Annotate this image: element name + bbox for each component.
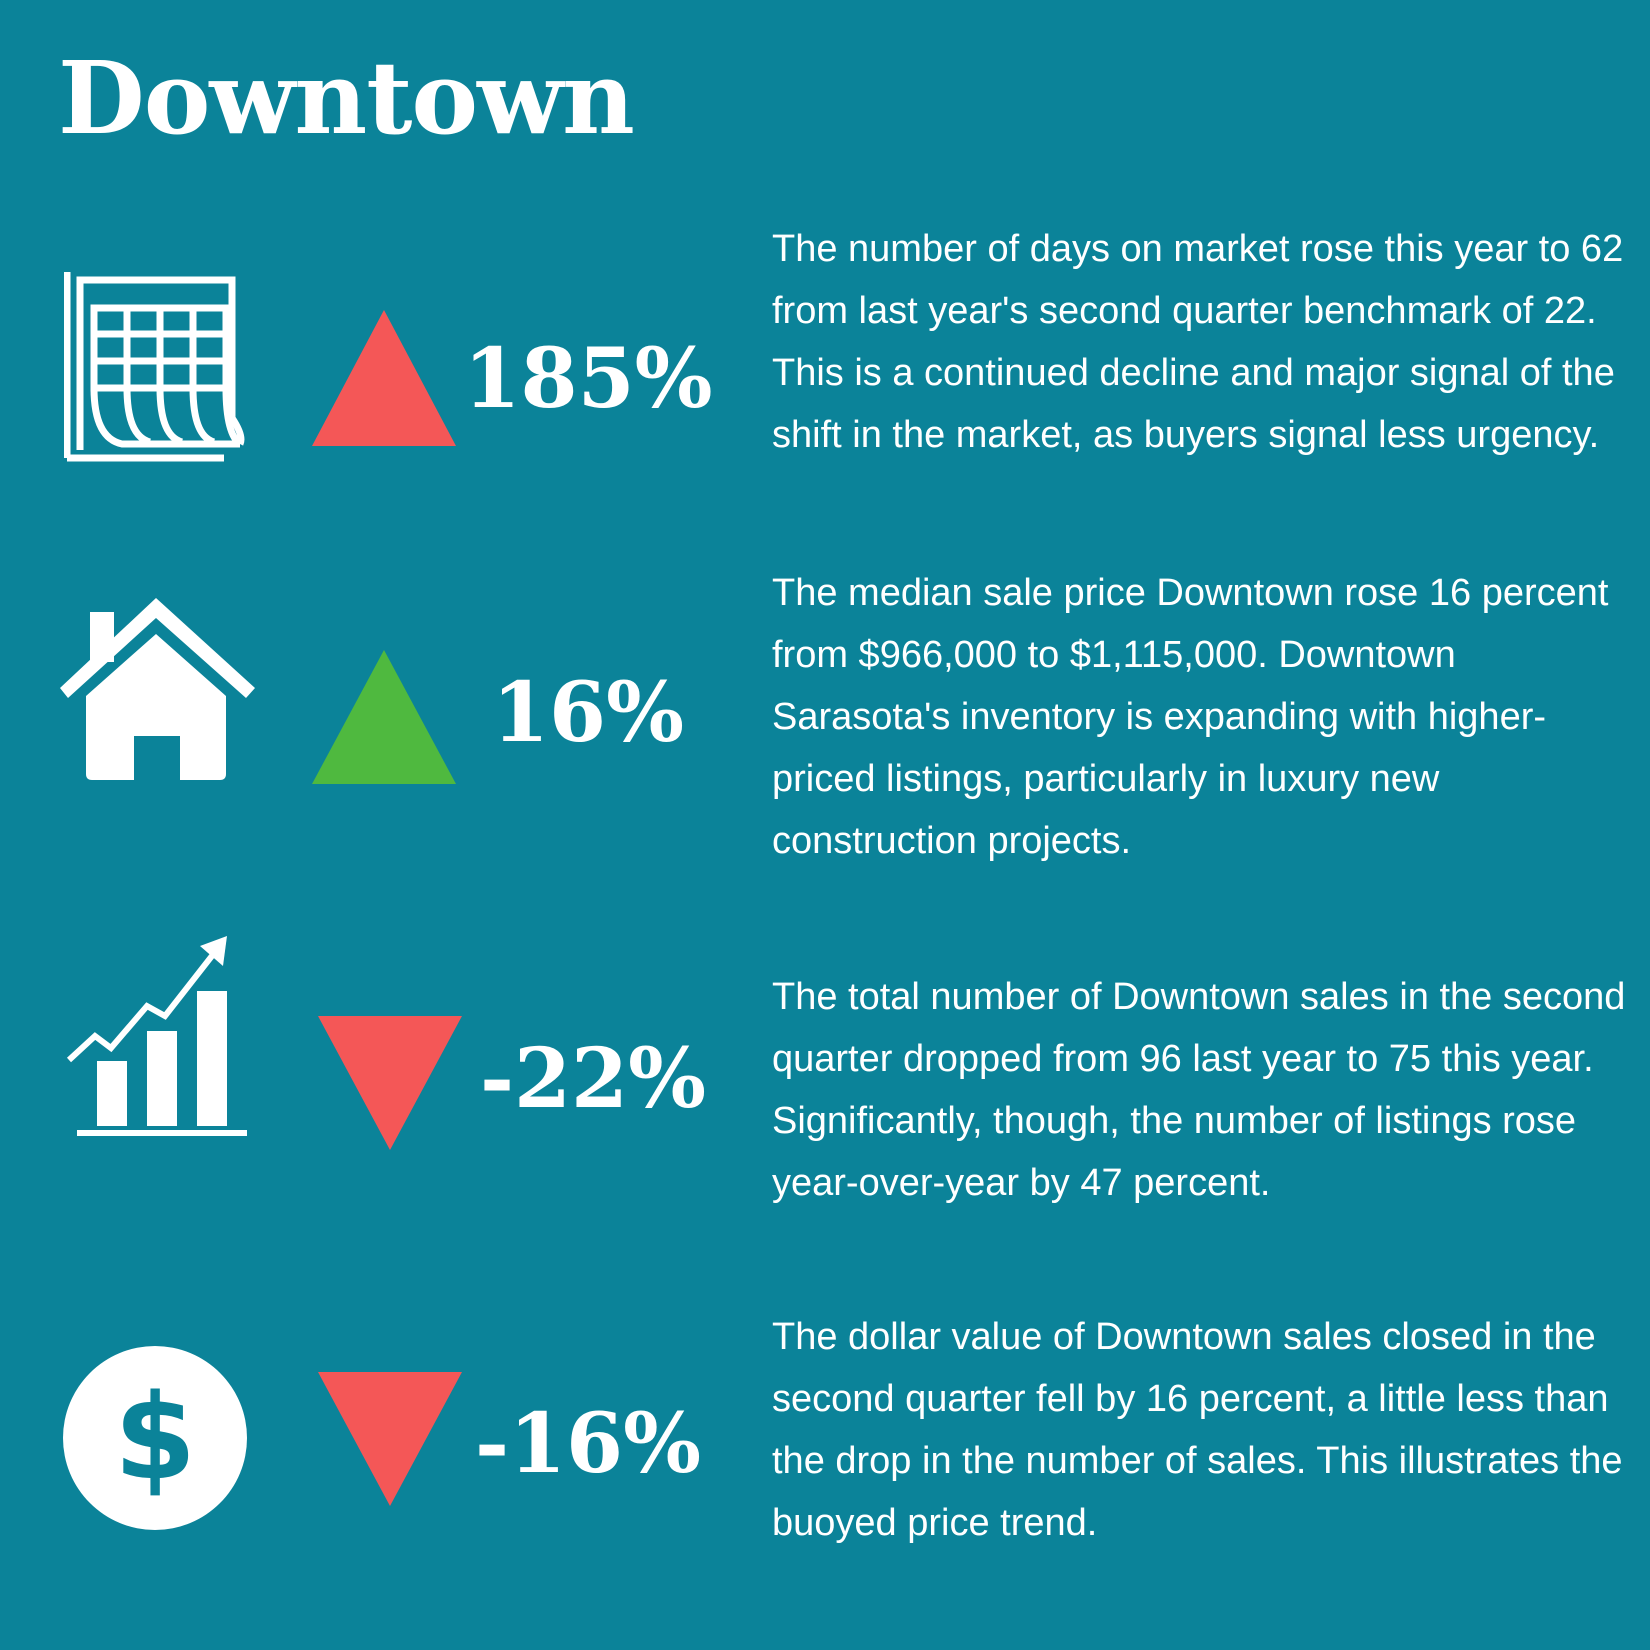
page-title: Downtown xyxy=(58,39,635,157)
dollar-coin-icon: $ xyxy=(63,1346,247,1530)
svg-text:$: $ xyxy=(114,1368,196,1506)
stat-description: The number of days on market rose this y… xyxy=(772,228,1624,456)
stat-description: The total number of Downtown sales in th… xyxy=(772,976,1626,1204)
arrow-up-icon xyxy=(312,650,456,784)
house-icon xyxy=(60,598,255,780)
stat-value: -22% xyxy=(479,1031,707,1127)
arrow-down-icon xyxy=(318,1016,462,1150)
stat-description: The median sale price Downtown rose 16 p… xyxy=(772,572,1609,862)
arrow-up-icon xyxy=(312,310,456,446)
stat-value: 185% xyxy=(463,331,713,427)
stat-description: The dollar value of Downtown sales close… xyxy=(772,1316,1623,1544)
stat-value: 16% xyxy=(491,665,685,761)
arrow-down-icon xyxy=(318,1372,462,1506)
stat-value: -16% xyxy=(474,1396,702,1492)
growth-chart-icon xyxy=(66,936,247,1136)
calendar-icon xyxy=(64,272,245,462)
